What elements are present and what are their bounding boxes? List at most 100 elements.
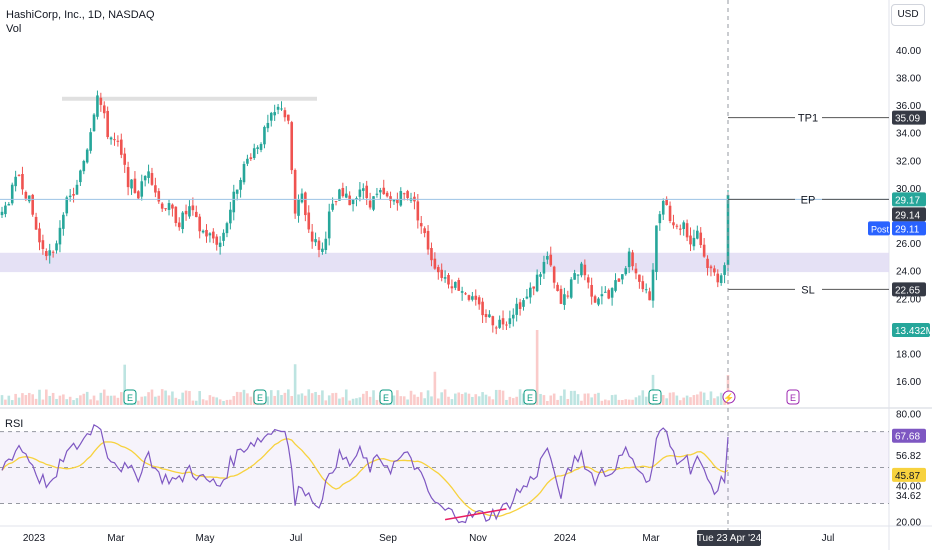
volume-bar [644,396,648,405]
volume-bar [351,398,355,405]
candle-body [419,223,423,227]
candle-body [379,190,382,193]
candle-body [433,258,437,269]
candle-body [474,295,478,300]
candle-body [392,199,396,202]
volume-bar [184,390,188,405]
candle-body [416,201,420,221]
sl-badge-bg [892,282,926,297]
volume-bar [580,400,583,405]
candle-body [191,205,195,211]
earnings-marker[interactable]: E [379,389,393,405]
candle-body [96,95,99,117]
volume-bar [706,399,709,405]
candle-body [119,139,123,155]
candle-body [293,170,297,214]
tp1-badge-bg [892,110,926,125]
earnings-marker-box [379,389,393,405]
currency-button[interactable]: USD [891,4,925,26]
candle-body [546,256,549,260]
volume-bar [399,396,403,405]
candle-body [280,108,283,110]
candle-body [229,209,232,224]
volume-bar [481,392,484,405]
volume-bar [668,392,672,405]
crosshair-time-label: Tue 23 Apr '24 [697,533,762,544]
volume-bar [375,399,379,405]
earnings-marker[interactable]: E [648,389,662,405]
volume-bar [48,395,52,405]
volume-bar [617,399,621,405]
earnings-marker[interactable]: E [523,389,537,405]
volume-bar [413,394,416,405]
earnings-marker[interactable]: E [123,389,137,405]
candle-body [269,112,273,121]
candle-body [85,149,89,163]
post-label: Post [871,224,890,234]
candle-body [215,236,219,245]
candle-body [627,251,631,268]
candle-body [569,279,573,298]
rsi-ma-badge: 45.87 [895,471,920,482]
volume-bar [348,400,351,405]
earnings-marker[interactable]: E [253,389,267,405]
volume-bar [419,392,423,405]
volume-bar [685,395,689,405]
volume-bar [72,400,75,405]
candle-body [440,269,443,278]
post-price-badge-bg [892,221,926,236]
time-label: May [196,533,215,544]
volume-bar [488,396,491,405]
price-candles [0,90,730,335]
level-label-sl: SL [801,284,814,296]
volume-bar [177,399,181,405]
candle-body [102,105,106,114]
volume-bar [307,389,311,405]
volume-bar [682,397,685,405]
candle-body [539,274,542,277]
volume-bar [426,390,430,405]
volume-badge-bg [892,323,930,337]
candle-body [511,314,515,319]
candle-body [307,212,311,230]
candle-body [621,274,624,280]
candle-body [552,266,556,283]
candle-body [205,229,208,237]
candle-body [174,206,178,223]
volume-bar [450,399,454,405]
candle-body [92,114,96,132]
candle-body [201,230,205,233]
candle-body [256,147,259,149]
volume-bar [610,395,614,405]
candle-body [283,110,287,118]
volume-bar [457,392,461,405]
candle-body [467,295,471,300]
candle-body [160,203,164,209]
symbol-title[interactable]: HashiCorp, Inc., 1D, NASDAQ [6,9,155,21]
candle-body [4,205,7,215]
volume-bar [235,391,239,405]
candle-body [123,153,127,165]
candle-body [508,318,512,325]
volume-bar [147,392,150,405]
volume-bar [38,389,41,405]
time-label: Mar [642,533,660,544]
earnings-markers[interactable]: E E E E E E ⚡ [123,389,800,405]
candle-body [614,280,617,291]
candle-body [164,208,167,210]
candle-body [82,161,86,172]
candle-body [549,254,553,266]
volume-bar [106,395,109,405]
volume-bar [372,390,375,405]
candle-body [563,294,566,305]
candle-body [631,252,634,267]
earnings-marker[interactable]: E [786,389,800,405]
candle-body [65,197,69,214]
candle-body [522,300,525,307]
volume-bar [276,390,280,405]
volume-bars [0,330,730,405]
volume-bar [75,398,79,405]
candle-body [617,278,621,282]
